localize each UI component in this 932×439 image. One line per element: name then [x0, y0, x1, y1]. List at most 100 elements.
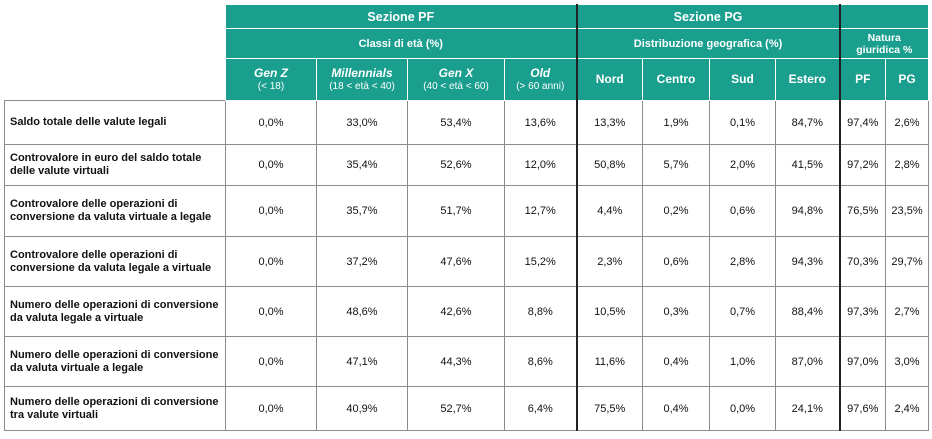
table-cell: 0,0%: [225, 386, 317, 431]
table-row: Saldo totale delle valute legali 0,0% 33,0…: [4, 100, 930, 145]
row-label: Controvalore delle operazioni di convers…: [4, 236, 226, 287]
table-cell: 0,6%: [709, 185, 776, 237]
table-cell: 48,6%: [316, 286, 408, 337]
table-cell: 0,6%: [642, 236, 710, 287]
table-cell: 3,0%: [885, 336, 930, 387]
row-label: Controvalore delle operazioni di convers…: [4, 185, 226, 237]
table-row: Controvalore in euro del saldo totale de…: [4, 144, 930, 186]
table-cell: 8,6%: [504, 336, 577, 387]
column-header-range: (> 60 anni): [516, 80, 565, 92]
table-cell: 0,0%: [709, 386, 776, 431]
table-cell: 2,3%: [575, 236, 643, 287]
column-header-label: PF: [855, 72, 871, 86]
column-header-label: Millennials: [331, 65, 393, 80]
section-pf-header: Sezione PF: [225, 4, 577, 29]
column-header: Nord: [575, 58, 643, 101]
table-cell: 10,5%: [575, 286, 643, 337]
column-header-label: Sud: [731, 72, 754, 86]
table-cell: 12,7%: [504, 185, 577, 237]
data-table: Sezione PF Sezione PG Classi di età (%) …: [4, 4, 930, 431]
column-header: PG: [885, 58, 930, 101]
table-cell: 97,0%: [838, 336, 887, 387]
row-label: Numero delle operazioni di conversione d…: [4, 286, 226, 337]
table-row: Numero delle operazioni di conversione t…: [4, 386, 930, 431]
column-header-label: Gen X: [438, 65, 474, 80]
corner-cell: [4, 4, 226, 29]
classi-eta-header: Classi di età (%): [225, 28, 577, 59]
table-cell: 53,4%: [407, 100, 505, 145]
table-cell: 97,6%: [838, 386, 887, 431]
column-header-label: Nord: [595, 72, 624, 86]
natura-line2: giuridica %: [856, 43, 913, 56]
table-cell: 0,0%: [225, 236, 317, 287]
column-header-label: PG: [898, 72, 916, 86]
column-header-label: Centro: [656, 72, 696, 86]
column-header-label: Gen Z: [253, 65, 288, 80]
column-header-label: Estero: [788, 72, 826, 86]
table-cell: 97,4%: [838, 100, 887, 145]
column-header-range: (40 < età < 60): [423, 80, 489, 92]
table-cell: 13,3%: [575, 100, 643, 145]
table-cell: 2,8%: [885, 144, 930, 186]
table-cell: 29,7%: [885, 236, 930, 287]
column-header: Sud: [709, 58, 776, 101]
column-header: Millennials (18 < età < 40): [316, 58, 408, 101]
column-header: PF: [838, 58, 887, 101]
table-cell: 0,0%: [225, 144, 317, 186]
table-cell: 0,3%: [642, 286, 710, 337]
table-cell: 47,6%: [407, 236, 505, 287]
table-cell: 75,5%: [575, 386, 643, 431]
table-cell: 94,3%: [774, 236, 841, 287]
column-header-range: (18 < età < 40): [329, 80, 395, 92]
table-cell: 2,4%: [885, 386, 930, 431]
table-cell: 94,8%: [774, 185, 841, 237]
column-header: Estero: [774, 58, 841, 101]
column-header-label: Old: [530, 65, 551, 80]
row-label: Numero delle operazioni di conversione d…: [4, 336, 226, 387]
table-cell: 4,4%: [575, 185, 643, 237]
table-cell: 11,6%: [575, 336, 643, 387]
column-header: Centro: [642, 58, 710, 101]
column-header: Old (> 60 anni): [504, 58, 577, 101]
table-cell: 47,1%: [316, 336, 408, 387]
table-cell: 0,0%: [225, 336, 317, 387]
table-cell: 0,0%: [225, 185, 317, 237]
table-cell: 0,2%: [642, 185, 710, 237]
table-cell: 0,0%: [225, 286, 317, 337]
table-cell: 33,0%: [316, 100, 408, 145]
table-cell: 12,0%: [504, 144, 577, 186]
table-cell: 2,0%: [709, 144, 776, 186]
table-cell: 50,8%: [575, 144, 643, 186]
table-cell: 76,5%: [838, 185, 887, 237]
section-pg-header: Sezione PG: [575, 4, 841, 29]
natura-line1: Natura: [867, 31, 901, 44]
table-cell: 97,2%: [838, 144, 887, 186]
table-cell: 87,0%: [774, 336, 841, 387]
table-row: Numero delle operazioni di conversione d…: [4, 336, 930, 387]
table-cell: 0,4%: [642, 336, 710, 387]
table-cell: 44,3%: [407, 336, 505, 387]
distribuzione-header: Distribuzione geografica (%): [575, 28, 841, 59]
table-cell: 6,4%: [504, 386, 577, 431]
table-cell: 15,2%: [504, 236, 577, 287]
table-cell: 0,0%: [225, 100, 317, 145]
table-cell: 2,6%: [885, 100, 930, 145]
table-row: Numero delle operazioni di conversione d…: [4, 286, 930, 337]
row-label: Saldo totale delle valute legali: [4, 100, 226, 145]
natura-top-header: [838, 4, 930, 29]
table-cell: 2,8%: [709, 236, 776, 287]
table-cell: 2,7%: [885, 286, 930, 337]
table-cell: 23,5%: [885, 185, 930, 237]
table-cell: 13,6%: [504, 100, 577, 145]
table-cell: 0,7%: [709, 286, 776, 337]
table-cell: 1,0%: [709, 336, 776, 387]
table-cell: 97,3%: [838, 286, 887, 337]
table-cell: 52,7%: [407, 386, 505, 431]
column-header: Gen X (40 < età < 60): [407, 58, 505, 101]
table-row: Controvalore delle operazioni di convers…: [4, 236, 930, 287]
row-label: Controvalore in euro del saldo totale de…: [4, 144, 226, 186]
table-cell: 40,9%: [316, 386, 408, 431]
row-label: Numero delle operazioni di conversione t…: [4, 386, 226, 431]
table-cell: 41,5%: [774, 144, 841, 186]
table-cell: 5,7%: [642, 144, 710, 186]
